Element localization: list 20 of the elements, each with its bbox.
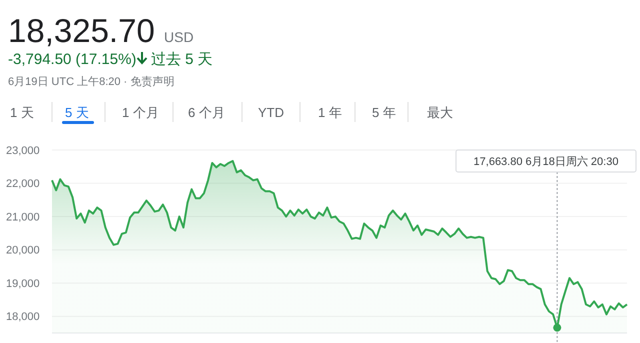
chart-title: 18,325.70 [8,12,155,49]
y-tick-label: 18,000 [6,311,40,324]
text: 6 个月 [188,105,225,120]
text: 5 天 [65,105,89,120]
y-tick-label: 21,000 [6,211,40,224]
text: USD [164,29,194,45]
text: 6月19日 UTC 上午8:20 · 免责声明 [8,75,174,88]
text: 1 个月 [122,105,159,120]
text: 最大 [427,105,453,120]
y-tick-label: 20,000 [6,244,40,257]
text: 1 天 [10,105,34,120]
y-tick-label: 19,000 [6,278,40,290]
annotation: 17,663.80 6月18日周六 20:30 [474,154,618,168]
text: 过去 5 天 [151,51,213,68]
text: -3,794.50 (17.15%) [8,51,136,68]
text: 5 年 [372,105,396,120]
y-tick-label: 23,000 [6,144,40,157]
text: YTD [258,105,284,120]
y-tick-label: 22,000 [6,178,40,190]
text: 1 年 [318,105,342,120]
